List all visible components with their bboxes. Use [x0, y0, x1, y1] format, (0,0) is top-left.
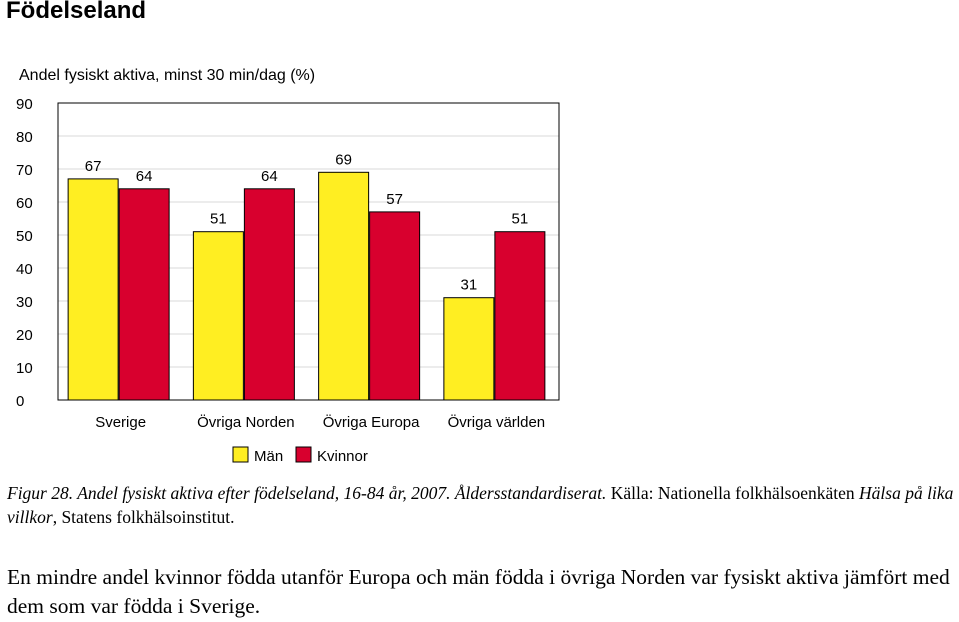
figure-caption: Figur 28. Andel fysiskt aktiva efter föd… — [7, 481, 959, 529]
category-label: Övriga Europa — [323, 413, 420, 431]
y-tick-label: 0 — [16, 393, 24, 410]
bars — [67, 171, 546, 401]
bar-value-label: 67 — [85, 158, 102, 175]
legend-label: Män — [254, 448, 283, 465]
bar-value-label: 69 — [335, 151, 352, 168]
y-tick-label: 70 — [16, 162, 33, 179]
bar-value-label: 57 — [386, 191, 403, 208]
bar-value-label: 64 — [261, 168, 278, 185]
figure-label: Figur 28. — [7, 483, 74, 503]
legend-swatch-kvinnor — [295, 446, 312, 463]
source-survey-title: Hälsa på lika villkor — [7, 483, 954, 527]
bar-kvinnor-4 — [494, 231, 546, 401]
figure-description: Andel fysiskt aktiva efter födelseland, … — [77, 483, 607, 503]
legend: Män Kvinnor — [232, 446, 368, 465]
bar-kvinnor-1 — [118, 188, 170, 401]
category-labels: Sverige Övriga Norden Övriga Europa Övriga … — [95, 413, 545, 431]
bar-value-label: 51 — [210, 211, 227, 228]
y-tick-label: 20 — [16, 327, 33, 344]
bar-chart: Andel fysiskt aktiva, minst 30 min/dag (… — [16, 67, 560, 465]
y-tick-label: 40 — [16, 261, 33, 278]
bar-kvinnor-3 — [369, 211, 421, 401]
source-suffix: , Statens folkhälsoinstitut. — [52, 507, 235, 527]
category-label: Övriga Norden — [197, 413, 295, 431]
source-prefix: Källa: Nationella folkhälsoenkäten — [610, 483, 855, 503]
bar-value-label: 64 — [136, 168, 153, 185]
page-heading: Födelseland — [6, 0, 147, 24]
plot-area-frame — [57, 102, 560, 401]
chart-title: Andel fysiskt aktiva, minst 30 min/dag (… — [19, 67, 315, 84]
category-label: Sverige — [95, 414, 146, 431]
bar-män-4 — [443, 297, 495, 401]
y-tick-label: 80 — [16, 129, 33, 146]
bar-män-1 — [67, 178, 119, 401]
body-paragraph: En mindre andel kvinnor födda utanför Eu… — [7, 565, 950, 618]
bar-value-label: 31 — [461, 277, 478, 294]
bar-kvinnor-2 — [243, 188, 295, 401]
y-tick-label: 10 — [16, 360, 33, 377]
y-tick-label: 50 — [16, 228, 33, 245]
legend-swatch-män — [232, 446, 249, 463]
bar-män-3 — [318, 171, 370, 401]
y-axis-ticks: 0 10 20 30 40 50 60 70 80 90 — [16, 96, 33, 410]
bar-value-labels: 67 64 51 64 69 57 31 51 — [85, 151, 528, 293]
y-tick-label: 30 — [16, 294, 33, 311]
bar-män-2 — [192, 231, 244, 401]
legend-label: Kvinnor — [317, 448, 368, 465]
y-tick-label: 90 — [16, 96, 33, 113]
y-tick-label: 60 — [16, 195, 33, 212]
category-label: Övriga världen — [448, 413, 546, 431]
bar-value-label: 51 — [512, 211, 529, 228]
